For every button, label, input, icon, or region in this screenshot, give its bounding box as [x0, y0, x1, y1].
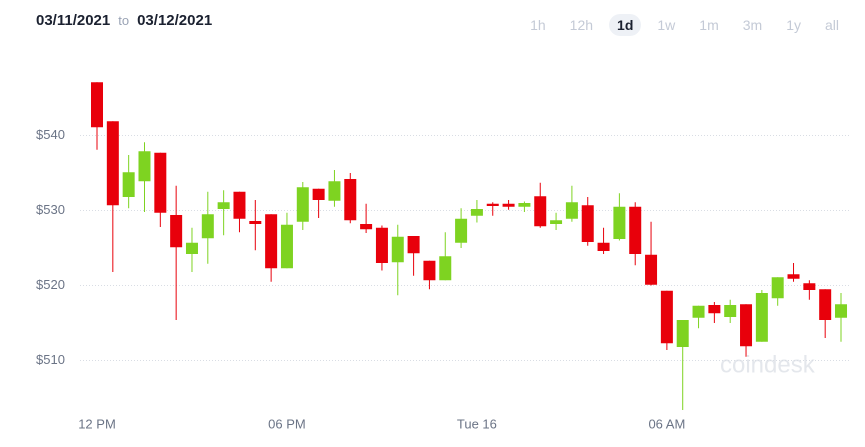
candle-body [645, 254, 658, 285]
date-range: 03/11/2021 to 03/12/2021 [36, 12, 212, 29]
range-button[interactable]: 3m [742, 17, 763, 33]
date-from: 03/11/2021 [36, 12, 111, 29]
candle-body [819, 289, 832, 320]
candle-body [170, 215, 183, 248]
candle-body [375, 227, 388, 263]
range-button[interactable]: 1d [609, 14, 642, 36]
candle-body [724, 305, 737, 317]
candle-body [91, 82, 103, 128]
candle-body [660, 290, 673, 344]
watermark: coindesk [720, 351, 816, 378]
candle-body [486, 203, 499, 206]
candle-body [502, 203, 515, 207]
candle-body [233, 191, 246, 219]
date-to: 03/12/2021 [137, 12, 213, 29]
range-selector: 1h 12h 1d 1w 1m 3m 1y all [518, 14, 847, 36]
range-button[interactable]: 1m [699, 17, 719, 33]
y-tick-label: $510 [36, 352, 65, 367]
date-to-word: to [118, 13, 130, 28]
candle-body [296, 187, 309, 222]
candle-body [185, 242, 198, 254]
y-tick-label: $520 [36, 277, 65, 292]
candle-body [280, 224, 293, 269]
range-button[interactable]: 1w [657, 17, 676, 33]
candle-body [629, 206, 642, 254]
x-tick-label: 06 AM [648, 416, 685, 431]
range-button[interactable]: 1y [786, 17, 801, 33]
candle-body [439, 256, 452, 281]
candle-body [835, 304, 848, 318]
candle-body [201, 214, 214, 239]
candle-body [106, 121, 119, 206]
candle-body [423, 260, 436, 281]
y-tick-label: $540 [36, 127, 65, 142]
candle-body [708, 305, 721, 314]
range-button[interactable]: all [824, 17, 839, 33]
x-tick-label: 12 PM [78, 416, 116, 431]
range-button[interactable]: 1h [530, 17, 546, 33]
candle-body [787, 274, 800, 279]
x-tick-label: 06 PM [268, 416, 306, 431]
candle-body [755, 293, 768, 342]
candle-body [154, 152, 167, 213]
candle-body [249, 221, 262, 224]
candle-body [581, 205, 594, 242]
candle-body [676, 320, 689, 347]
candle-body [803, 283, 816, 290]
range-button[interactable]: 12h [569, 17, 594, 33]
candle-body [518, 203, 531, 207]
x-tick-label: Tue 16 [457, 416, 497, 431]
candle-body [470, 209, 483, 216]
candle-body [534, 196, 547, 227]
candle-body [328, 181, 341, 201]
candle-body [692, 305, 705, 318]
candle-body [360, 224, 373, 230]
candle-body [740, 304, 753, 347]
candle-body [597, 242, 610, 251]
candle-body [122, 172, 135, 197]
candle-body [565, 202, 578, 219]
y-tick-label: $530 [36, 202, 65, 217]
candle-body [771, 277, 784, 299]
candle-body [138, 151, 151, 182]
candle-body [312, 188, 325, 200]
candle-body [550, 220, 563, 224]
candle-body [455, 218, 468, 243]
candle-body [265, 214, 278, 269]
candle-body [407, 236, 420, 254]
candle-body [344, 179, 357, 221]
candle-body [217, 202, 230, 209]
candle-body [613, 206, 626, 239]
candle-body [391, 236, 404, 263]
